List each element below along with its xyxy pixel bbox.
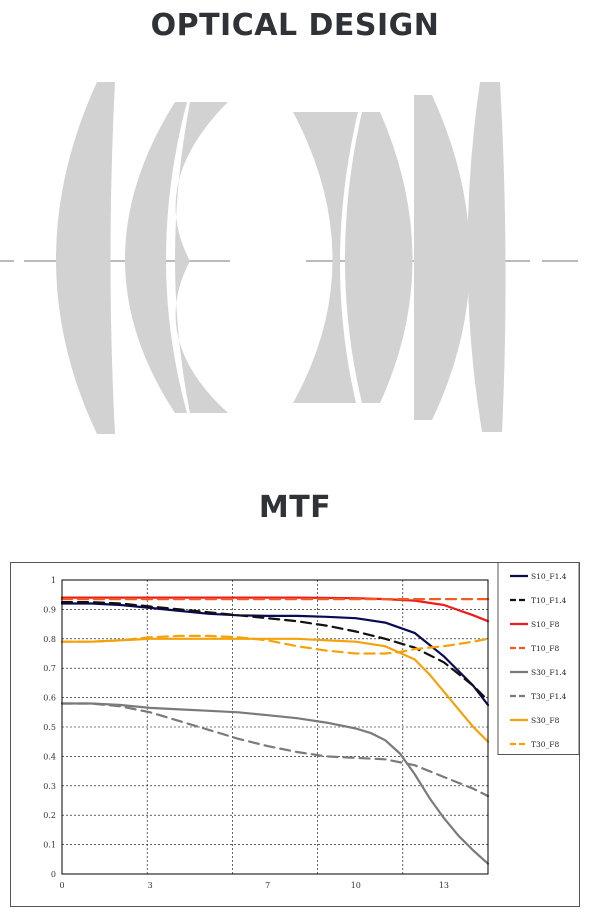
y-tick-label: 0.1: [43, 841, 56, 850]
x-tick-label: 3: [148, 881, 153, 890]
lens-element-5: [345, 112, 413, 403]
plot-area-border: [61, 579, 489, 875]
x-tick-label: 13: [439, 881, 449, 890]
legend-label: S10_F1.4: [531, 572, 567, 581]
series-line-t10-f1-4: [60, 600, 490, 702]
series-line-s30-f1-4: [60, 702, 490, 865]
y-tick-label: 0.9: [43, 605, 56, 614]
legend-label: T10_F1.4: [531, 596, 567, 605]
lens-element-1: [56, 82, 115, 434]
lens-element-7: [467, 82, 506, 432]
legend-label: T30_F8: [531, 740, 559, 749]
series-line-s10-f1-4: [60, 602, 490, 707]
legend-label: S30_F8: [531, 716, 560, 725]
mtf-chart: 0 0.1 0.2 0.3 0.4 0.5 0.6 0.7 0.8 0.9 1 0 3 7 10 13 S1…: [10, 562, 580, 907]
y-tick-label: 0.5: [43, 723, 56, 732]
legend-box: [497, 562, 580, 755]
lens-element-6: [414, 95, 470, 420]
y-tick-label: 0.6: [43, 694, 56, 703]
x-tick-label: 7: [265, 881, 270, 890]
y-tick-label: 0.3: [43, 782, 56, 791]
legend-label: S10_F8: [531, 620, 560, 629]
series-lines: [60, 596, 490, 865]
series-line-t30-f1-4: [60, 702, 490, 798]
y-axis-ticks: 0 0.1 0.2 0.3 0.4 0.5 0.6 0.7 0.8 0.9 1: [43, 576, 56, 879]
y-tick-label: 0.2: [43, 811, 56, 820]
x-tick-label: 0: [59, 881, 64, 890]
legend-label: S30_F1.4: [531, 668, 567, 677]
optical-design-title: OPTICAL DESIGN: [150, 8, 440, 43]
lens-diagram: [0, 82, 578, 434]
lens-element-2: [125, 102, 187, 413]
y-tick-label: 0.8: [43, 635, 56, 644]
chart-frame: [10, 562, 580, 907]
y-tick-label: 1: [51, 576, 56, 585]
mtf-title: MTF: [258, 490, 332, 525]
x-tick-label: 10: [351, 881, 361, 890]
y-tick-label: 0: [51, 870, 56, 879]
legend-label: T30_F1.4: [531, 692, 567, 701]
x-axis-ticks: 0 3 7 10 13: [59, 881, 449, 890]
legend: S10_F1.4 T10_F1.4 S10_F8 T10_F8 S30_F1.4 T30_…: [510, 572, 567, 749]
y-tick-label: 0.7: [43, 664, 56, 673]
lens-element-3: [175, 102, 228, 413]
series-line-s30-f8: [60, 637, 490, 743]
y-tick-label: 0.4: [43, 752, 56, 761]
legend-label: T10_F8: [531, 644, 559, 653]
lens-element-4: [293, 112, 358, 403]
